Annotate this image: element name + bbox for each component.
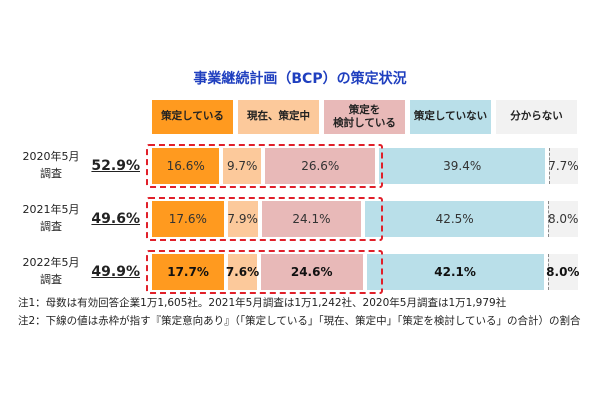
- value-label: 42.1%: [434, 265, 476, 279]
- bar-segment: [228, 254, 257, 290]
- value-label: 39.4%: [443, 159, 482, 173]
- value-label: 9.7%: [226, 159, 258, 173]
- total-label: 52.9%: [91, 158, 140, 174]
- value-label: 42.5%: [435, 212, 474, 226]
- category-label: 2020年5月 調査: [22, 150, 80, 180]
- bar-segment: [365, 201, 545, 237]
- bar-segment: [548, 148, 578, 184]
- bar-segment: [265, 148, 376, 184]
- value-label: 8.0%: [547, 212, 579, 226]
- legend-item: 策定を 検討している: [324, 100, 405, 134]
- legend-item: 現在、策定中: [238, 100, 319, 134]
- chart-title: 事業継続計画（BCP）の策定状況: [193, 71, 407, 87]
- legend-item: 策定していない: [410, 100, 491, 134]
- note: 注1：母数は有効回答企業1万1,605社。2021年5月調査は1万1,242社、…: [18, 297, 507, 309]
- bar-segment: [261, 201, 362, 237]
- total-label: 49.6%: [91, 211, 140, 227]
- value-label: 7.6%: [225, 265, 260, 279]
- category-label: 2021年5月 調査: [22, 203, 80, 233]
- value-label: 24.1%: [292, 212, 331, 226]
- value-label: 24.6%: [290, 265, 333, 279]
- bar-segment: [260, 254, 363, 290]
- bar-segment: [366, 254, 544, 290]
- note: 注2：下線の値は赤枠が指す『策定意向あり』（「策定している」「現在、策定中」「策…: [18, 315, 581, 327]
- bar-segment: [152, 148, 220, 184]
- highlight-frame: [146, 197, 384, 241]
- bar-segment: [223, 148, 262, 184]
- bar-segment: [547, 254, 578, 290]
- value-label: 7.9%: [227, 212, 258, 226]
- legend-item: 分からない: [496, 100, 577, 134]
- value-label: 17.7%: [167, 265, 209, 279]
- bar-segment: [227, 201, 258, 237]
- bar-segment: [548, 201, 579, 237]
- bar-segment: [152, 201, 224, 237]
- total-label: 49.9%: [91, 264, 140, 280]
- value-label: 26.6%: [301, 159, 340, 173]
- value-label: 16.6%: [166, 159, 205, 173]
- value-label: 17.6%: [168, 212, 207, 226]
- legend-item: 策定している: [152, 100, 233, 134]
- bar-segment: [152, 254, 225, 290]
- value-label: 8.0%: [546, 265, 580, 279]
- highlight-frame: [146, 250, 384, 294]
- highlight-frame: [146, 144, 384, 188]
- bar-segment: [379, 148, 545, 184]
- value-label: 7.7%: [548, 159, 579, 173]
- category-label: 2022年5月 調査: [22, 256, 80, 286]
